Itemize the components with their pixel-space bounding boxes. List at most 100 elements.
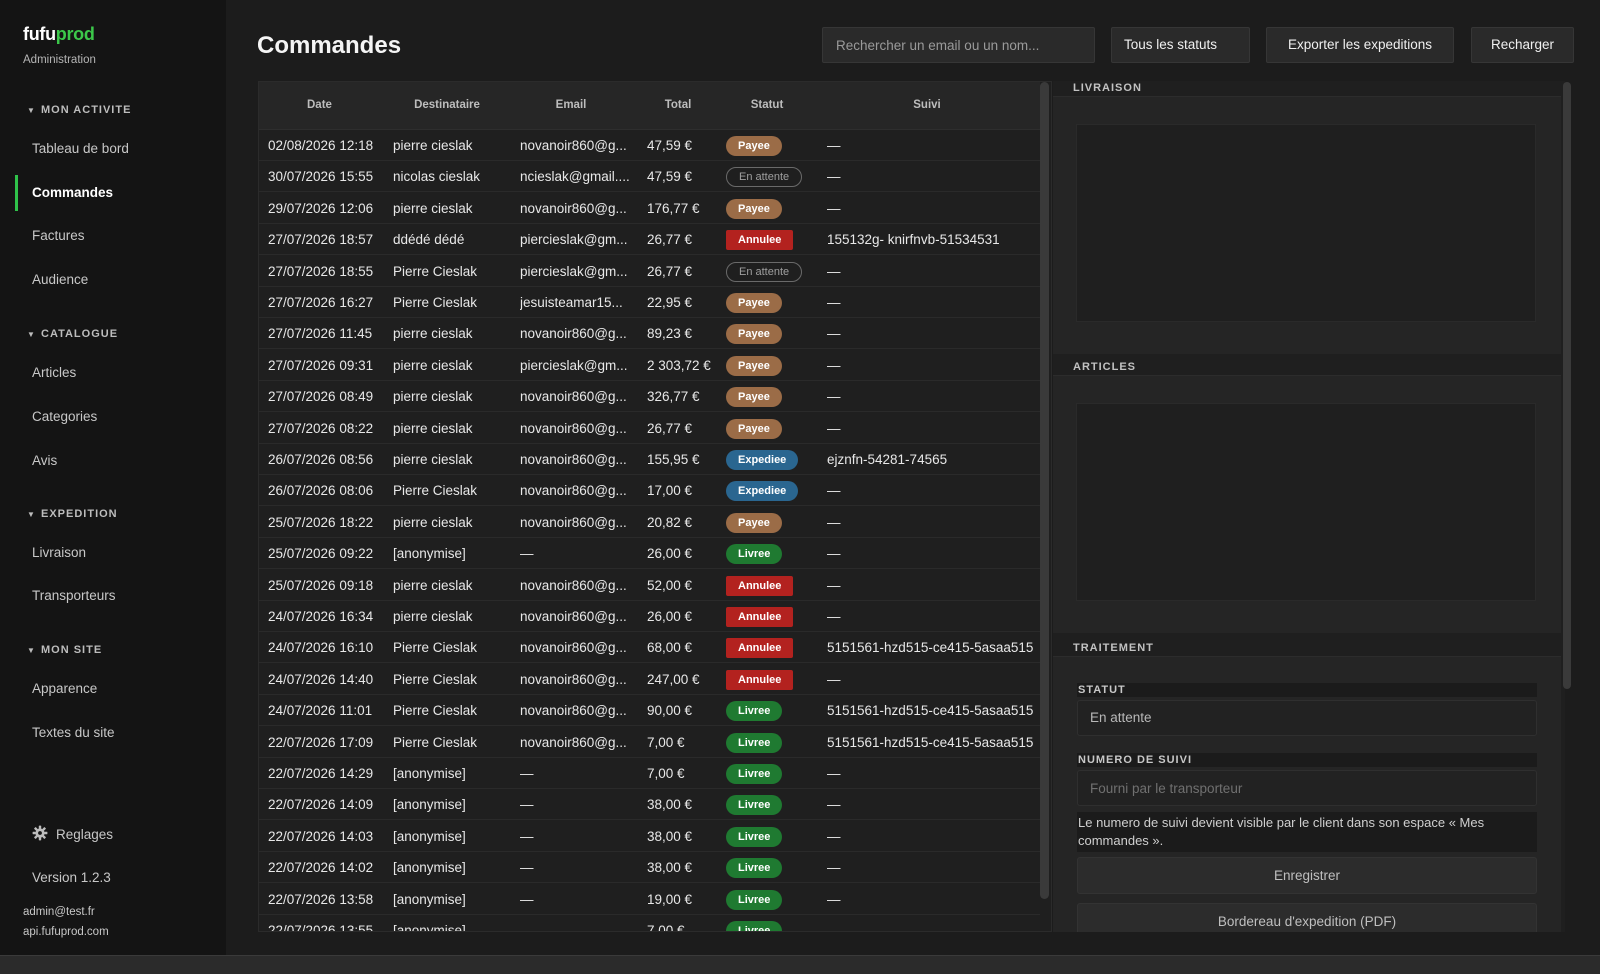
cell-destinataire: Pierre Cieslak [393, 671, 478, 687]
table-row[interactable]: 27/07/2026 09:31 pierre cieslak pierciesla… [259, 350, 1040, 381]
cell-destinataire: pierre cieslak [393, 326, 473, 342]
cell-date: 22/07/2026 13:55 [268, 923, 374, 932]
table-row[interactable]: 24/07/2026 14:40 Pierre Cieslak novanoir86… [259, 664, 1040, 695]
table-row[interactable]: 22/07/2026 14:29 [anonymise] — 7,00 € — Livre… [259, 758, 1040, 789]
cell-total: 38,00 € [647, 860, 693, 876]
cell-destinataire: [anonymise] [393, 546, 466, 562]
column-header-destinataire[interactable]: Destinataire [414, 99, 480, 111]
cell-suivi: — [827, 828, 841, 844]
export-expeditions-button[interactable]: Exporter les expeditions [1266, 27, 1454, 63]
cell-suivi: — [827, 891, 841, 907]
reload-button[interactable]: Recharger [1471, 27, 1574, 63]
cell-date: 27/07/2026 18:55 [268, 263, 374, 279]
orders-table: Date Destinataire Email Total Statut Sui… [258, 81, 1052, 932]
settings-link[interactable]: Reglages [32, 825, 113, 842]
cell-total: 52,00 € [647, 577, 693, 593]
column-header-email[interactable]: Email [555, 99, 587, 111]
sidebar-item-commandes[interactable]: Commandes [15, 175, 226, 211]
table-row[interactable]: 25/07/2026 09:18 pierre cieslak novanoir86… [259, 570, 1040, 601]
table-row[interactable]: 29/07/2026 12:06 pierre cieslak novanoir86… [259, 193, 1040, 224]
sidebar-item-apparence[interactable]: Apparence [32, 681, 98, 696]
cell-destinataire: ddédé dédé [393, 232, 465, 248]
table-row[interactable]: 27/07/2026 18:57 ddédé dédé piercieslak@gm… [259, 224, 1040, 256]
table-row[interactable]: 30/07/2026 15:55 nicolas cieslak ncieslak@… [259, 161, 1040, 193]
window-bottom-bar [0, 955, 1600, 974]
save-button[interactable]: Enregistrer [1077, 857, 1537, 894]
table-row[interactable]: 24/07/2026 11:01 Pierre Cieslak novanoir86… [259, 695, 1040, 727]
table-row[interactable]: 24/07/2026 16:34 pierre cieslak novanoir86… [259, 601, 1040, 632]
statut-label: STATUT [1077, 683, 1537, 697]
cell-date: 22/07/2026 14:09 [268, 797, 374, 813]
table-row[interactable]: 26/07/2026 08:56 pierre cieslak novanoir86… [259, 444, 1040, 475]
cell-suivi: — [827, 609, 841, 624]
table-row[interactable]: 27/07/2026 08:22 pierre cieslak novanoir86… [259, 413, 1040, 444]
cell-destinataire: pierre cieslak [393, 452, 473, 467]
cell-destinataire: Pierre Cieslak [393, 734, 478, 750]
sidebar-item-articles[interactable]: Articles [32, 365, 77, 380]
table-row[interactable]: 27/07/2026 11:45 pierre cieslak novanoir86… [259, 318, 1040, 350]
section-mon-activite[interactable]: ▼ MON ACTIVITE [27, 104, 131, 116]
status-badge: Livree [726, 544, 783, 565]
account-email: admin@test.fr [23, 906, 95, 918]
cell-destinataire: pierre cieslak [393, 389, 473, 405]
cell-total: 19,00 € [647, 891, 693, 907]
cell-suivi: 155132g- knirfnvb-51534531 [827, 232, 1000, 248]
table-row[interactable]: 22/07/2026 14:09 [anonymise] — 38,00 € — Livr… [259, 789, 1040, 821]
column-header-total[interactable]: Total [664, 99, 692, 111]
table-row[interactable]: 26/07/2026 08:06 Pierre Cieslak novanoir86… [259, 475, 1040, 507]
status-filter-select[interactable]: Tous les statuts [1111, 27, 1250, 63]
status-badge: Payee [726, 418, 782, 439]
column-header-suivi[interactable]: Suivi [913, 99, 941, 111]
sidebar-item-audience[interactable]: Audience [32, 272, 89, 287]
cell-suivi: — [827, 577, 841, 593]
cell-destinataire: Pierre Cieslak [393, 640, 478, 656]
table-row[interactable]: 25/07/2026 09:22 [anonymise] — 26,00 € — Livr… [259, 538, 1040, 570]
column-header-date[interactable]: Date [307, 99, 332, 111]
cell-total: 22,95 € [647, 295, 693, 310]
status-badge: Expediee [726, 481, 799, 502]
shipping-label-pdf-button[interactable]: Bordereau d'expedition (PDF) [1077, 903, 1537, 932]
table-row[interactable]: 27/07/2026 08:49 pierre cieslak novanoir86… [259, 381, 1040, 413]
table-row[interactable]: 27/07/2026 18:55 Pierre Cieslak pierciesla… [259, 256, 1040, 287]
cell-email: — [520, 546, 534, 562]
table-row[interactable]: 02/08/2026 12:18 pierre cieslak novanoir86… [259, 130, 1040, 161]
status-badge: Payee [726, 136, 782, 156]
sidebar-item-transporteurs[interactable]: Transporteurs [32, 588, 116, 603]
table-row[interactable]: 22/07/2026 14:03 [anonymise] — 38,00 € — Livr… [259, 821, 1040, 852]
sidebar-item-factures[interactable]: Factures [32, 228, 85, 243]
status-badge: Livree [726, 889, 783, 910]
table-row[interactable]: 24/07/2026 16:10 Pierre Cieslak novanoir86… [259, 632, 1040, 664]
search-input[interactable] [822, 27, 1095, 63]
table-row[interactable]: 22/07/2026 17:09 Pierre Cieslak novanoir86… [259, 727, 1040, 758]
cell-date: 25/07/2026 18:22 [268, 514, 374, 530]
panel-scrollbar[interactable] [1563, 82, 1571, 689]
table-row[interactable]: 22/07/2026 13:58 [anonymise] — 19,00 € — Livr… [259, 884, 1040, 915]
table-row[interactable]: 22/07/2026 13:55 [anonymise] — 7,00 € — Livre… [259, 915, 1040, 932]
sidebar-item-avis[interactable]: Avis [32, 453, 58, 468]
statut-select[interactable]: En attente [1077, 700, 1537, 736]
status-badge: Annulee [726, 607, 794, 627]
tracking-number-input[interactable] [1077, 770, 1537, 806]
cell-date: 25/07/2026 09:22 [268, 546, 374, 562]
section-mon-site[interactable]: ▼ MON SITE [27, 644, 102, 656]
cell-suivi: 5151561-hzd515-ce415-5asaa515 [827, 640, 1034, 656]
cell-destinataire: [anonymise] [393, 860, 466, 876]
sidebar-item-tableau-de-bord[interactable]: Tableau de bord [32, 141, 129, 156]
sidebar-item-categories[interactable]: Categories [32, 409, 98, 424]
cell-suivi: — [827, 295, 841, 310]
table-row[interactable]: 25/07/2026 18:22 pierre cieslak novanoir86… [259, 507, 1040, 538]
section-catalogue[interactable]: ▼ CATALOGUE [27, 328, 118, 340]
status-badge: Payee [726, 324, 782, 345]
status-badge: Payee [726, 198, 782, 219]
articles-section [1053, 375, 1561, 633]
sidebar-item-livraison[interactable]: Livraison [32, 545, 87, 560]
sidebar-item-textes-du-site[interactable]: Textes du site [32, 725, 115, 740]
table-scrollbar[interactable] [1040, 82, 1049, 899]
brand-logo[interactable]: fufuprod [23, 24, 95, 45]
table-row[interactable]: 27/07/2026 16:27 Pierre Cieslak jesuisteam… [259, 287, 1040, 318]
table-row[interactable]: 22/07/2026 14:02 [anonymise] — 38,00 € — Livr… [259, 852, 1040, 884]
section-expedition[interactable]: ▼ EXPEDITION [27, 508, 118, 520]
cell-total: 2 303,72 € [647, 357, 711, 373]
column-header-statut[interactable]: Statut [750, 99, 784, 111]
